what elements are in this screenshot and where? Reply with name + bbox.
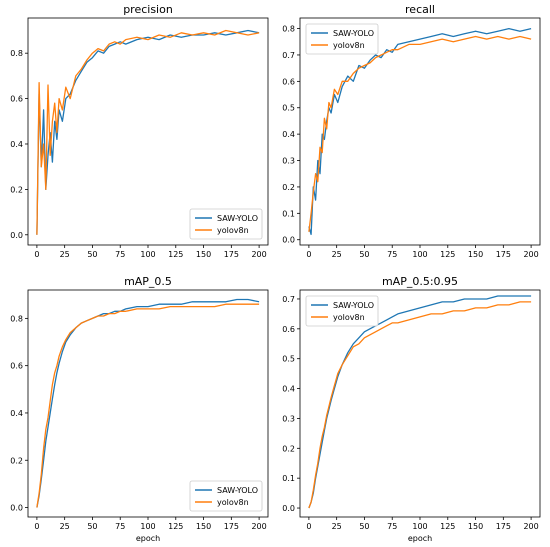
series-line-saw-yolo xyxy=(36,298,260,508)
y-tick-label: 0.8 xyxy=(10,314,23,323)
y-tick-label: 0.0 xyxy=(282,504,295,513)
x-tick-label: 25 xyxy=(332,250,342,259)
x-tick-label: 100 xyxy=(412,522,427,531)
x-tick-label: 200 xyxy=(523,522,538,531)
x-tick-label: 25 xyxy=(60,250,70,259)
y-tick-label: 0.2 xyxy=(10,456,23,465)
subplot-3: mAP_0.5 0 25 50 75 100 125 150 175 200 0.0 0.2 0.4 0.… xyxy=(10,275,269,543)
series-line-saw-yolo xyxy=(36,29,260,235)
y-tick-label: 0.1 xyxy=(282,474,295,483)
x-tick-label: 100 xyxy=(412,250,427,259)
legend-label-yolov8n: yolov8n xyxy=(217,498,249,507)
legend-label-yolov8n: yolov8n xyxy=(333,41,365,50)
series-line-saw-yolo xyxy=(308,27,532,236)
x-tick-label: 150 xyxy=(468,250,483,259)
y-tick-label: 0.7 xyxy=(282,51,295,60)
legend-label-saw-yolo: SAW-YOLO xyxy=(217,486,258,495)
x-tick-label: 25 xyxy=(332,522,342,531)
x-tick-label: 50 xyxy=(87,250,97,259)
subplot-title: mAP_0.5 xyxy=(124,275,172,288)
x-tick-label: 125 xyxy=(440,250,455,259)
x-tick-label: 125 xyxy=(168,522,183,531)
legend-box xyxy=(189,208,263,240)
series-line-yolov8n xyxy=(308,301,532,509)
y-tick-label: 0.6 xyxy=(282,325,295,334)
y-tick-label: 0.4 xyxy=(282,130,295,139)
series-line-yolov8n xyxy=(36,29,260,235)
x-tick-label: 150 xyxy=(468,522,483,531)
x-tick-label: 125 xyxy=(440,522,455,531)
legend-label-yolov8n: yolov8n xyxy=(333,313,365,322)
subplot-2: recall 0 25 50 75 100 125 150 175 200 0.0 0.1 0.2 0.3… xyxy=(282,3,541,259)
x-tick-label: 0 xyxy=(306,522,311,531)
x-tick-label: 200 xyxy=(523,250,538,259)
x-tick-label: 50 xyxy=(359,250,369,259)
y-tick-label: 0.4 xyxy=(282,385,295,394)
subplot-title: recall xyxy=(405,3,435,16)
y-tick-label: 0.1 xyxy=(282,209,295,218)
x-tick-label: 175 xyxy=(224,522,239,531)
x-tick-label: 175 xyxy=(224,250,239,259)
y-tick-label: 0.8 xyxy=(282,25,295,34)
x-tick-label: 0 xyxy=(34,250,39,259)
legend-label-saw-yolo: SAW-YOLO xyxy=(217,214,258,223)
x-tick-label: 0 xyxy=(34,522,39,531)
y-tick-label: 0.3 xyxy=(282,414,295,423)
x-tick-label: 75 xyxy=(115,250,125,259)
legend-box xyxy=(305,295,379,327)
x-tick-label: 175 xyxy=(496,522,511,531)
y-tick-label: 0.7 xyxy=(282,295,295,304)
y-tick-label: 0.2 xyxy=(10,185,23,194)
x-tick-label: 0 xyxy=(306,250,311,259)
y-tick-label: 0.4 xyxy=(10,409,23,418)
x-tick-label: 200 xyxy=(251,250,266,259)
x-tick-label: 125 xyxy=(168,250,183,259)
legend-label-saw-yolo: SAW-YOLO xyxy=(333,301,374,310)
y-tick-label: 0.6 xyxy=(282,77,295,86)
x-tick-label: 75 xyxy=(115,522,125,531)
y-tick-label: 0.0 xyxy=(10,504,23,513)
subplot-1: precision 0 25 50 75 100 125 150 175 200 0.0 0.2 0.4… xyxy=(10,3,269,259)
legend: SAW-YOLO yolov8n xyxy=(189,208,263,240)
y-tick-label: 0.5 xyxy=(282,355,295,364)
x-tick-label: 150 xyxy=(196,250,211,259)
x-tick-label: 75 xyxy=(387,250,397,259)
y-tick-label: 0.0 xyxy=(282,236,295,245)
x-tick-label: 50 xyxy=(359,522,369,531)
x-tick-label: 175 xyxy=(496,250,511,259)
y-tick-label: 0.4 xyxy=(10,140,23,149)
x-tick-label: 150 xyxy=(196,522,211,531)
legend: SAW-YOLO yolov8n xyxy=(189,480,263,512)
series-line-yolov8n xyxy=(308,35,532,232)
x-tick-label: 100 xyxy=(140,522,155,531)
subplot-4: mAP_0.5:0.95 0 25 50 75 100 125 150 175 200 0.0 0.1… xyxy=(282,275,541,543)
legend-box xyxy=(189,480,263,512)
y-tick-label: 0.6 xyxy=(10,95,23,104)
y-tick-label: 0.5 xyxy=(282,104,295,113)
subplot-title: precision xyxy=(123,3,173,16)
subplot-title: mAP_0.5:0.95 xyxy=(382,275,458,288)
x-axis-label: epoch xyxy=(136,534,160,543)
legend-box xyxy=(305,23,379,55)
legend-label-saw-yolo: SAW-YOLO xyxy=(333,29,374,38)
y-tick-label: 0.2 xyxy=(282,183,295,192)
legend: SAW-YOLO yolov8n xyxy=(305,23,379,55)
x-tick-label: 100 xyxy=(140,250,155,259)
y-tick-label: 0.8 xyxy=(10,49,23,58)
y-tick-label: 0.6 xyxy=(10,362,23,371)
y-tick-label: 0.0 xyxy=(10,231,23,240)
series-line-yolov8n xyxy=(36,303,260,508)
y-tick-label: 0.3 xyxy=(282,157,295,166)
x-tick-label: 50 xyxy=(87,522,97,531)
x-tick-label: 200 xyxy=(251,522,266,531)
legend: SAW-YOLO yolov8n xyxy=(305,295,379,327)
legend-label-yolov8n: yolov8n xyxy=(217,226,249,235)
series-line-saw-yolo xyxy=(308,295,532,509)
y-tick-label: 0.2 xyxy=(282,444,295,453)
x-tick-label: 75 xyxy=(387,522,397,531)
x-tick-label: 25 xyxy=(60,522,70,531)
x-axis-label: epoch xyxy=(408,534,432,543)
